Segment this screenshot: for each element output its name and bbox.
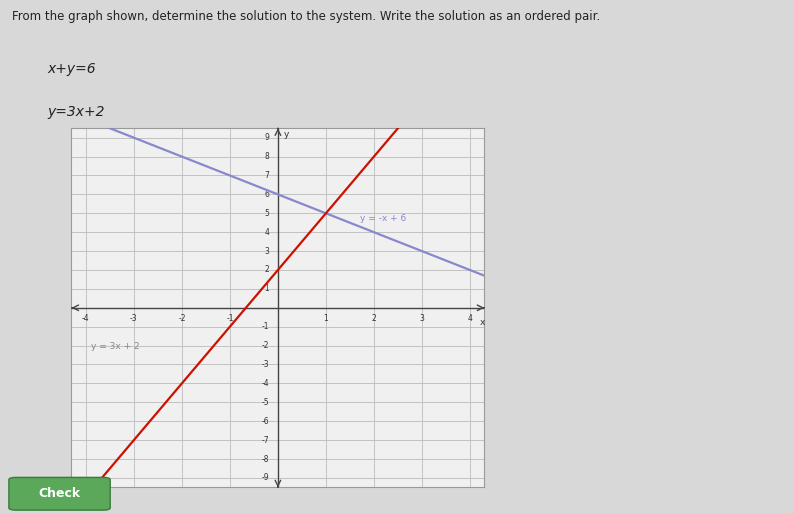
Text: -7: -7 <box>262 436 269 445</box>
Text: -1: -1 <box>226 314 233 323</box>
Text: 3: 3 <box>264 247 269 255</box>
Text: 8: 8 <box>264 152 269 161</box>
Text: 2: 2 <box>372 314 376 323</box>
Text: -5: -5 <box>262 398 269 407</box>
Text: 9: 9 <box>264 133 269 142</box>
Text: y = -x + 6: y = -x + 6 <box>360 214 406 223</box>
Text: y = 3x + 2: y = 3x + 2 <box>91 342 139 351</box>
Text: 3: 3 <box>419 314 424 323</box>
Text: 1: 1 <box>264 284 269 293</box>
Text: 4: 4 <box>468 314 472 323</box>
Text: 2: 2 <box>264 266 269 274</box>
Text: -3: -3 <box>262 360 269 369</box>
Text: 7: 7 <box>264 171 269 180</box>
Text: -9: -9 <box>262 473 269 482</box>
Text: Check: Check <box>38 487 81 500</box>
Text: -4: -4 <box>82 314 90 323</box>
Text: -6: -6 <box>262 417 269 426</box>
Text: -1: -1 <box>262 322 269 331</box>
Text: -2: -2 <box>262 341 269 350</box>
Text: -4: -4 <box>262 379 269 388</box>
Text: x+y=6: x+y=6 <box>48 62 96 75</box>
Text: 5: 5 <box>264 209 269 218</box>
Text: -8: -8 <box>262 455 269 464</box>
Text: -2: -2 <box>178 314 186 323</box>
Text: From the graph shown, determine the solution to the system. Write the solution a: From the graph shown, determine the solu… <box>12 10 600 23</box>
Text: -3: -3 <box>130 314 137 323</box>
Text: y=3x+2: y=3x+2 <box>48 105 105 119</box>
Text: y: y <box>283 130 289 139</box>
FancyBboxPatch shape <box>9 478 110 510</box>
Text: x: x <box>480 318 484 327</box>
Text: 4: 4 <box>264 228 269 236</box>
Text: 1: 1 <box>323 314 328 323</box>
Text: 6: 6 <box>264 190 269 199</box>
